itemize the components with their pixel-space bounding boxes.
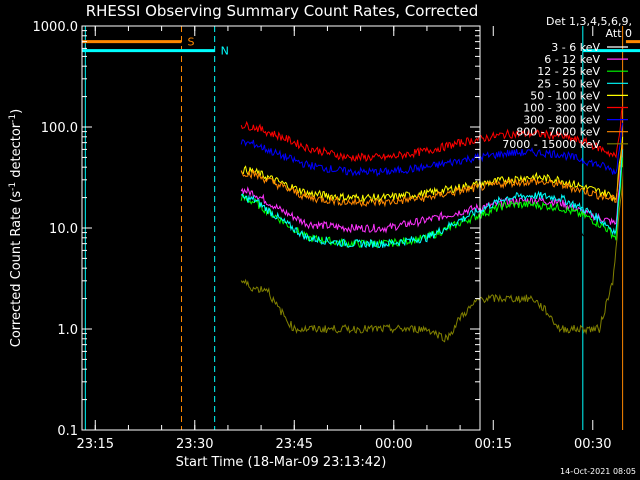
x-tick-label: 00:00 xyxy=(375,437,412,452)
series-line xyxy=(240,122,624,177)
axes: 0.1 1.0 10.0 100.0 1000.0 23:15 23:30 23:45 00:0… xyxy=(33,20,612,452)
legend-entry-label: 800 - 7000 keV xyxy=(516,126,600,139)
chart-title: RHESSI Observing Summary Count Rates, Co… xyxy=(86,2,479,20)
x-tick-label: 00:30 xyxy=(574,437,611,452)
y-tick-label: 1000.0 xyxy=(33,20,79,35)
x-axis-label: Start Time (18-Mar-09 23:13:42) xyxy=(176,455,387,470)
legend-entry-label: 50 - 100 keV xyxy=(530,89,600,102)
x-tick-label: 23:15 xyxy=(77,437,114,452)
x-tick-label: 23:45 xyxy=(276,437,313,452)
legend-entry-label: 7000 - 15000 keV xyxy=(502,138,600,151)
annotation-label-n: N xyxy=(221,45,229,58)
x-tick-label: 23:30 xyxy=(176,437,213,452)
legend-entry-label: 25 - 50 keV xyxy=(537,77,600,90)
legend-entry-label: 300 - 800 keV xyxy=(523,114,600,127)
legend-header-line-1: Det 1,3,4,5,6,9, xyxy=(546,15,632,28)
y-tick-label: 10.0 xyxy=(49,222,78,237)
y-tick-label: 100.0 xyxy=(41,121,78,136)
x-tick-label: 00:15 xyxy=(475,437,512,452)
legend-entry-label: 3 - 6 keV xyxy=(551,41,600,54)
annotation-label-s: S xyxy=(188,36,195,49)
y-axis-label: Corrected Count Rate (s-1 detector-1) xyxy=(8,109,24,347)
series-line xyxy=(240,142,624,208)
series-line xyxy=(240,179,624,343)
timestamp: 14-Oct-2021 08:05 xyxy=(560,467,636,476)
y-tick-label: 1.0 xyxy=(57,323,78,338)
series-line xyxy=(240,106,624,163)
series-line xyxy=(240,149,624,234)
legend-entry-label: 6 - 12 keV xyxy=(544,53,600,66)
series-line xyxy=(241,167,624,274)
plot-area: SN xyxy=(82,26,640,430)
y-tick-label: 0.1 xyxy=(57,424,78,439)
legend-entry-label: 100 - 300 keV xyxy=(523,102,600,115)
legend-entry-label: 12 - 25 keV xyxy=(537,65,600,78)
legend-header-line-2: Att 0 xyxy=(606,27,632,40)
series-line xyxy=(240,149,624,249)
